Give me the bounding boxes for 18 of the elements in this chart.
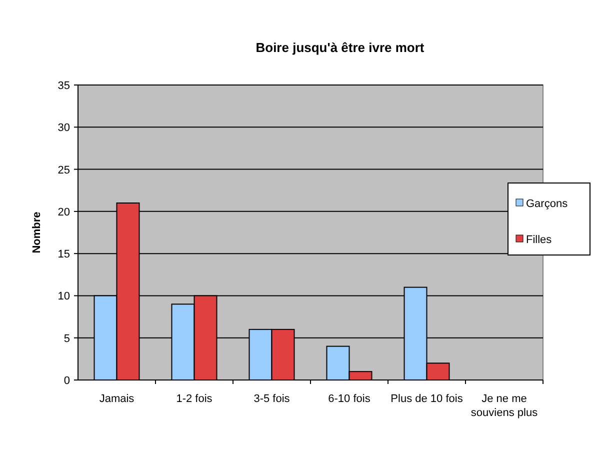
x-tick-label: Plus de 10 fois [390, 393, 464, 405]
y-tick-label: 15 [58, 248, 70, 261]
y-tick-label: 5 [64, 332, 70, 345]
legend-label: Filles [526, 234, 552, 246]
x-tick-label: 3-5 fois [254, 393, 290, 405]
y-axis-title: Nombre [31, 212, 43, 254]
y-tick-label: 10 [58, 290, 70, 303]
y-tick-label: 30 [58, 122, 70, 134]
x-tick-label: Je ne me souviens plus [470, 393, 538, 419]
chart-title: Boire jusqu'à être ivre mort [256, 40, 425, 55]
x-tick-label: Jamais [99, 393, 135, 405]
y-tick-label: 35 [58, 80, 70, 92]
y-tick-label: 0 [64, 375, 70, 387]
y-tick-label: 25 [58, 164, 70, 176]
x-tick-label: 1-2 fois [176, 393, 213, 405]
legend-label: Garçons [526, 198, 568, 210]
x-tick-label: 6-10 fois [328, 393, 371, 405]
y-tick-label: 20 [58, 206, 70, 218]
